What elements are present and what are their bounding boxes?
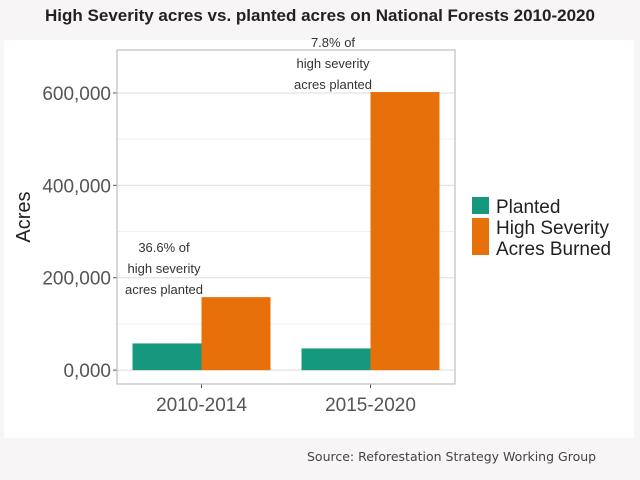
legend-label: High Severity xyxy=(496,218,609,239)
annotation-text: high severity xyxy=(297,56,370,71)
y-tick-label: 200,000 xyxy=(42,269,111,290)
bar-high-severity-acres-burned xyxy=(201,297,271,371)
plot-border xyxy=(116,49,456,385)
y-tick-label: 0,000 xyxy=(63,361,111,382)
chart-title: High Severity acres vs. planted acres on… xyxy=(45,6,595,25)
legend-label: Planted xyxy=(496,197,560,218)
annotation-text: 36.6% of xyxy=(138,240,190,255)
x-tick-label: 2010-2014 xyxy=(156,395,247,416)
bar-high-severity-acres-burned xyxy=(370,92,440,371)
legend-swatch-high-severity xyxy=(472,218,489,255)
y-axis-title: Acres xyxy=(13,191,35,242)
legend-label: Acres Burned xyxy=(496,239,611,260)
y-tick-label: 600,000 xyxy=(42,84,111,105)
y-tick-label: 400,000 xyxy=(42,176,111,197)
x-tick-label: 2015-2020 xyxy=(325,395,416,416)
annotation-text: high severity xyxy=(128,261,201,276)
annotation-text: acres planted xyxy=(125,282,203,297)
legend-swatch-planted xyxy=(472,197,489,214)
bar-planted xyxy=(301,348,371,371)
annotation-text: 7.8% of xyxy=(311,35,355,50)
bar-planted xyxy=(132,343,202,371)
source-note: Source: Reforestation Strategy Working G… xyxy=(307,449,597,464)
annotation-text: acres planted xyxy=(294,77,372,92)
